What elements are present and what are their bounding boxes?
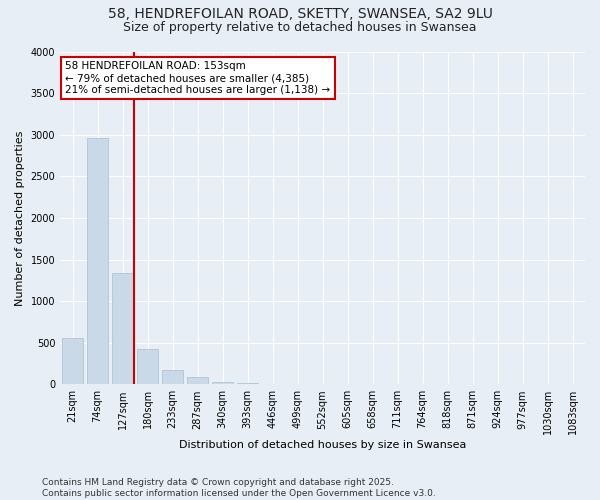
X-axis label: Distribution of detached houses by size in Swansea: Distribution of detached houses by size …	[179, 440, 466, 450]
Bar	[187, 377, 208, 384]
Bar	[237, 383, 258, 384]
Bar	[112, 273, 133, 384]
Bar	[62, 338, 83, 384]
Y-axis label: Number of detached properties: Number of detached properties	[15, 130, 25, 306]
Text: Size of property relative to detached houses in Swansea: Size of property relative to detached ho…	[123, 21, 477, 34]
Bar	[87, 138, 108, 384]
Text: 58, HENDREFOILAN ROAD, SKETTY, SWANSEA, SA2 9LU: 58, HENDREFOILAN ROAD, SKETTY, SWANSEA, …	[107, 8, 493, 22]
Bar	[137, 348, 158, 384]
Text: Contains HM Land Registry data © Crown copyright and database right 2025.
Contai: Contains HM Land Registry data © Crown c…	[42, 478, 436, 498]
Bar	[212, 382, 233, 384]
Text: 58 HENDREFOILAN ROAD: 153sqm
← 79% of detached houses are smaller (4,385)
21% of: 58 HENDREFOILAN ROAD: 153sqm ← 79% of de…	[65, 62, 331, 94]
Bar	[162, 370, 183, 384]
